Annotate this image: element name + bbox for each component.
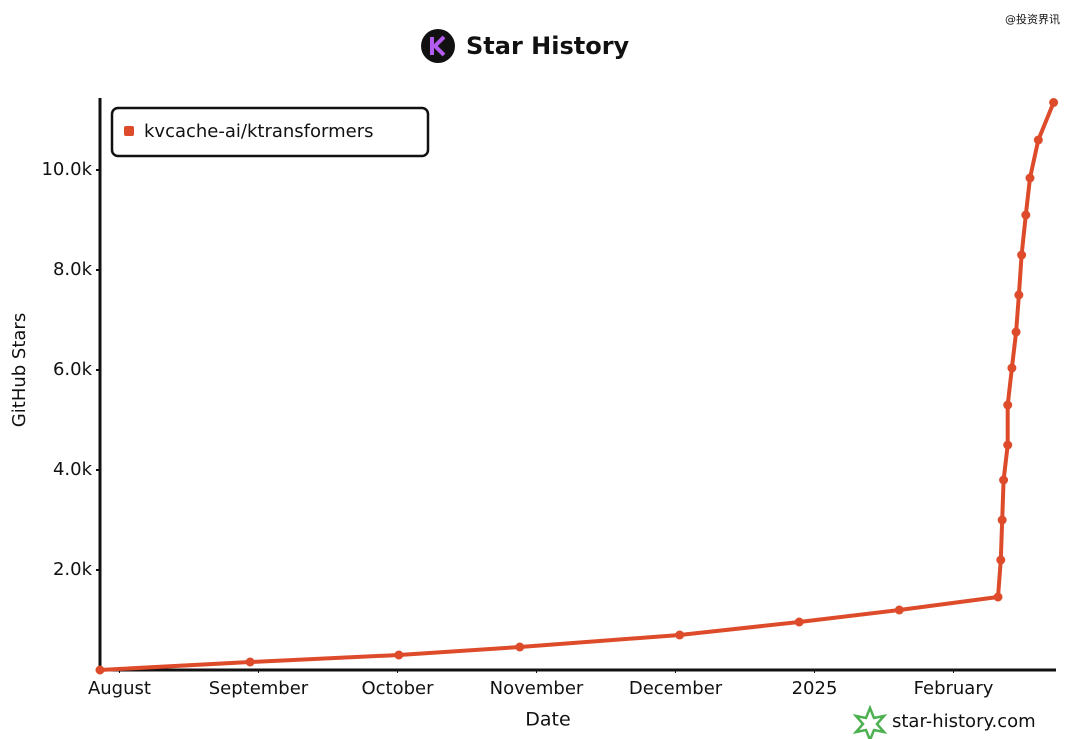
footer-text: star-history.com xyxy=(892,711,1036,732)
point xyxy=(1011,327,1021,337)
point xyxy=(794,617,804,627)
legend-swatch xyxy=(124,126,134,136)
point xyxy=(999,475,1009,485)
point xyxy=(245,657,255,667)
legend-label: kvcache-ai/ktransformers xyxy=(144,121,374,142)
y-tick-label: 2.0k xyxy=(53,559,93,580)
point xyxy=(1014,290,1024,300)
point xyxy=(1007,363,1017,373)
point xyxy=(993,592,1003,602)
point xyxy=(1021,210,1031,220)
x-tick-label: August xyxy=(88,678,151,699)
y-tick-label: 10.0k xyxy=(41,159,92,180)
x-tick-label: 2025 xyxy=(792,678,838,699)
point xyxy=(394,650,404,660)
point xyxy=(1025,173,1035,183)
point xyxy=(996,555,1006,565)
point xyxy=(894,605,904,615)
point xyxy=(1049,98,1059,107)
point xyxy=(1003,440,1013,450)
point xyxy=(1017,250,1027,260)
footer-logo xyxy=(852,704,888,739)
y-axis-title: GitHub Stars xyxy=(9,313,30,427)
point xyxy=(1003,400,1013,410)
x-tick-label: September xyxy=(209,678,309,699)
y-tick-label: 4.0k xyxy=(53,459,93,480)
logo-mark xyxy=(430,35,446,57)
series-line xyxy=(98,100,1056,672)
point xyxy=(675,630,685,640)
legend-box xyxy=(110,106,430,158)
point xyxy=(997,515,1007,525)
watermark: @投资界讯 xyxy=(1005,12,1060,26)
chart-title: Star History xyxy=(466,32,630,60)
point xyxy=(1033,135,1043,145)
x-axis-title: Date xyxy=(525,709,570,731)
y-tick-label: 8.0k xyxy=(53,259,93,280)
x-tick-label: November xyxy=(490,678,584,699)
x-tick-label: October xyxy=(361,678,434,699)
point xyxy=(515,642,525,652)
logo xyxy=(421,29,455,63)
x-tick-label: February xyxy=(914,678,994,699)
y-tick-label: 6.0k xyxy=(53,359,93,380)
point xyxy=(95,665,105,675)
x-tick-label: December xyxy=(629,678,723,699)
